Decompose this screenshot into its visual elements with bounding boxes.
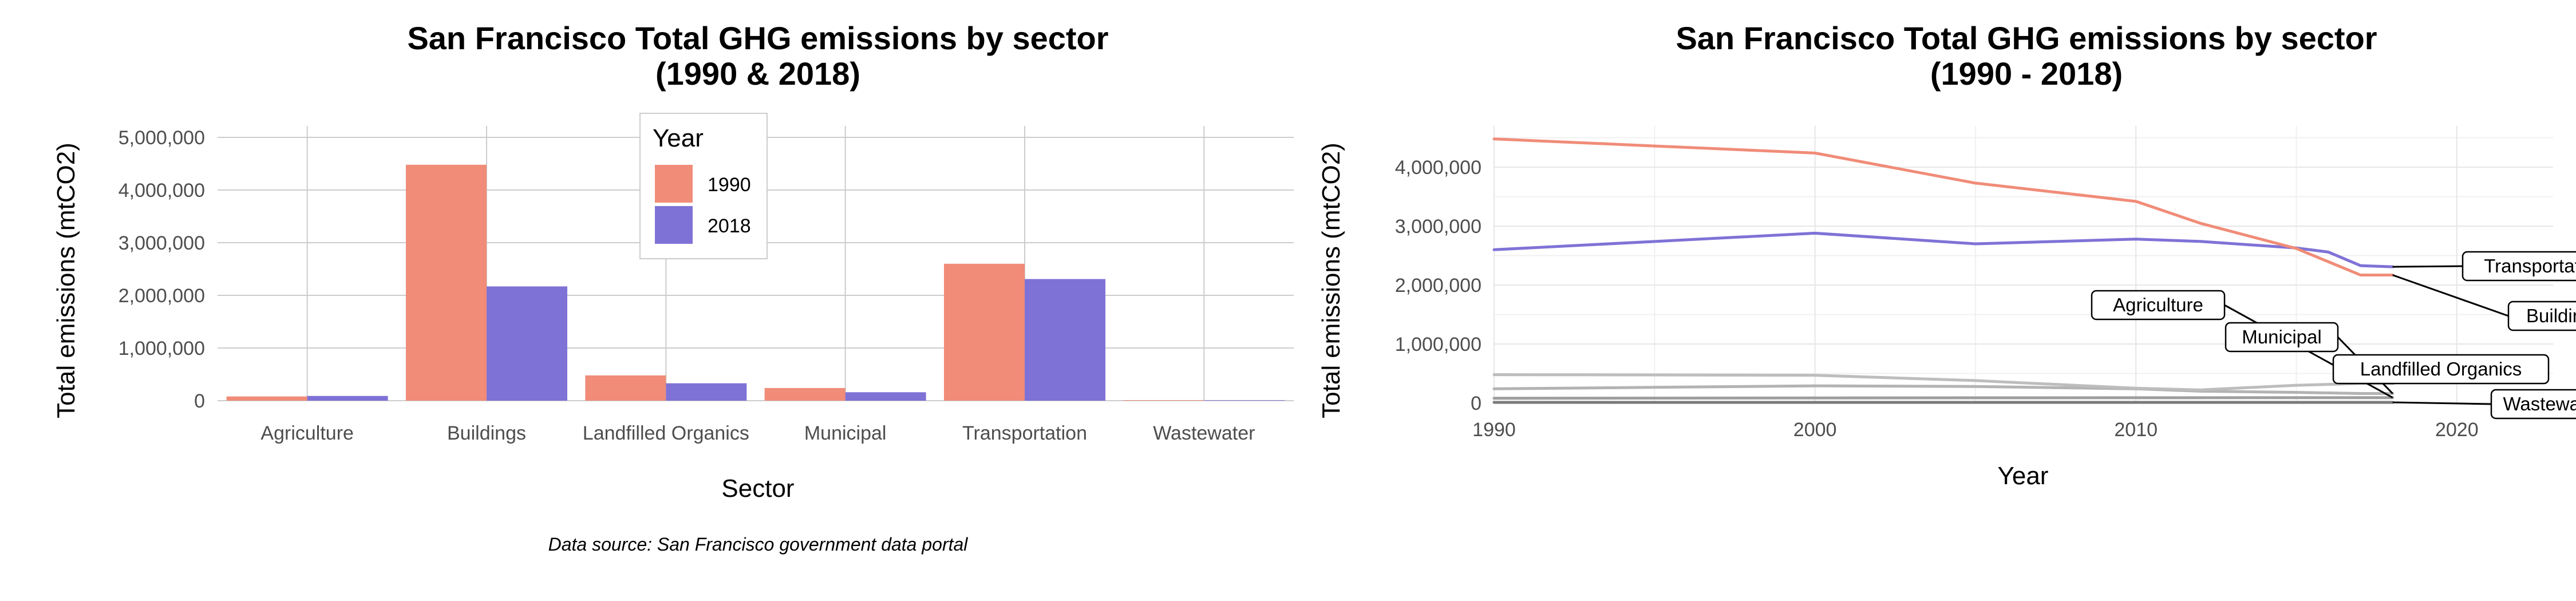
line-chart-y-tick-labels: 0 1,000,000 2,000,000 3,000,000 4,000,000 [1395,157,1481,414]
line-chart-y-tick-label: 0 [1471,393,1481,414]
bar-chart-legend: Year 1990 2018 [639,113,768,259]
bar-chart-y-tick-label: 0 [194,390,205,412]
bar-agriculture-2018 [307,396,388,401]
line-chart-x-tick-label: 1990 [1472,419,1516,441]
bar-chart-y-tick-label: 5,000,000 [118,127,205,149]
bar-chart-x-tick-label: Municipal [804,422,887,444]
annotation-leader-transportation [2392,265,2463,268]
line-chart-title: San Francisco Total GHG emissions by sec… [1676,20,2377,56]
bar-chart-y-tick-label: 4,000,000 [118,180,205,201]
line-chart-y-axis-label: Total emissions (mtCO2) [1317,143,1345,418]
line-chart-x-axis-label: Year [1998,462,2049,490]
legend-title: Year [653,124,704,152]
annotation-box-agriculture [2091,290,2226,321]
annotation-box-municipal [2225,322,2339,353]
annotation-box-buildings [2507,300,2576,331]
line-chart-x-tick-label: 2020 [2435,419,2479,441]
bar-wastewater-1990 [1123,400,1204,401]
bar-chart-x-tick-label: Wastewater [1153,422,1255,444]
bar-chart-y-axis-label: Total emissions (mtCO2) [52,143,80,418]
line-chart-annotations: Transportation Buildings Agriculture Munici… [2091,251,2576,420]
bar-chart-y-tick-label: 1,000,000 [118,338,205,359]
bar-chart-title: San Francisco Total GHG emissions by sec… [407,20,1108,56]
legend-swatch-2018 [655,206,693,244]
bar-chart: San Francisco Total GHG emissions by sec… [52,20,1294,555]
annotation-label-buildings: Buildings [2526,305,2576,326]
bar-chart-x-tick-label: Buildings [447,422,526,444]
bar-chart-caption: Data source: San Francisco government da… [548,534,969,555]
line-chart-x-tick-labels: 1990 2000 2010 2020 [1472,419,2478,441]
bar-buildings-2018 [487,286,567,401]
line-chart-subtitle: (1990 - 2018) [1930,56,2123,92]
line-chart-y-tick-label: 1,000,000 [1395,334,1481,355]
line-chart-y-tick-label: 2,000,000 [1395,275,1481,296]
line-chart: San Francisco Total GHG emissions by sec… [1317,20,2576,490]
bar-wastewater-2018 [1204,400,1285,401]
bar-chart-x-tick-label: Landfilled Organics [583,422,749,444]
legend-label-1990: 1990 [708,174,751,196]
bar-chart-x-tick-labels: Agriculture Buildings Landfilled Organics M… [260,422,1255,444]
bar-chart-y-tick-label: 2,000,000 [118,285,205,307]
bar-chart-y-tick-labels: 0 1,000,000 2,000,000 3,000,000 4,000,000 5,0… [118,127,205,412]
bar-agriculture-1990 [226,396,307,401]
bar-chart-x-axis-label: Sector [721,475,794,503]
bar-chart-x-tick-label: Transportation [962,422,1087,444]
annotation-label-transportation: Transportation [2484,255,2576,276]
annotation-leader-buildings [2392,274,2509,317]
annotation-box-wastewater [2490,389,2576,420]
bar-transportation-1990 [944,263,1025,401]
line-chart-x-tick-label: 2010 [2114,419,2158,441]
bar-chart-x-tick-label: Agriculture [260,422,354,444]
line-chart-series [1492,137,2395,404]
annotation-label-wastewater: Wastewater [2503,393,2576,414]
annotation-box-transportation [2462,251,2576,282]
line-series-buildings [1492,137,2395,276]
bar-chart-bars [226,164,1285,401]
annotation-label-municipal: Municipal [2242,326,2321,347]
line-chart-y-tick-label: 4,000,000 [1395,157,1481,179]
bar-buildings-1990 [406,164,487,401]
bar-municipal-2018 [845,392,926,401]
line-chart-y-tick-label: 3,000,000 [1395,216,1481,238]
line-chart-x-tick-label: 2000 [1793,419,1837,441]
annotation-label-landfilled-organics: Landfilled Organics [2360,358,2522,379]
annotation-label-agriculture: Agriculture [2113,294,2203,315]
line-series-transportation [1492,231,2395,268]
annotation-box-landfilled-organics [2332,354,2550,385]
bar-chart-subtitle: (1990 & 2018) [655,56,860,92]
annotation-leader-wastewater [2392,401,2492,405]
legend-swatch-1990 [655,165,693,203]
bar-transportation-2018 [1025,279,1105,401]
bar-chart-y-tick-label: 3,000,000 [118,232,205,254]
bar-landfilled-organics-1990 [585,375,666,401]
legend-label-2018: 2018 [708,215,751,237]
bar-landfilled-organics-2018 [666,383,747,401]
bar-municipal-1990 [764,388,846,401]
